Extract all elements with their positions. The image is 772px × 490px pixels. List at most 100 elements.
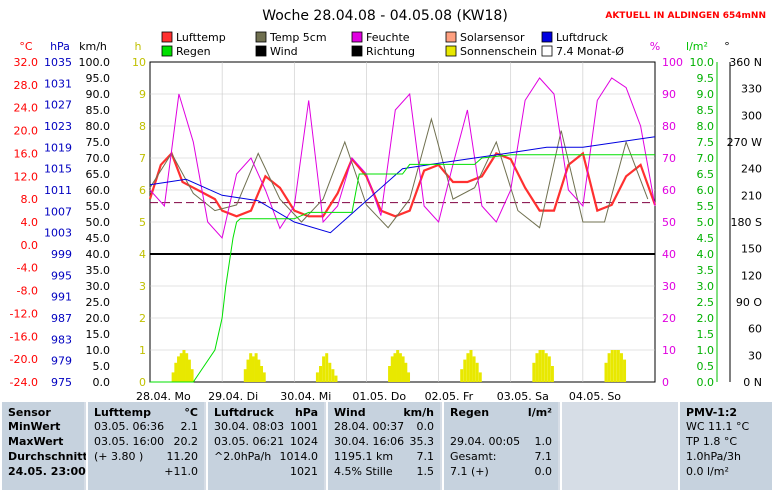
sunshine-bar — [396, 350, 400, 382]
axis-tick-label: 25.0 — [86, 296, 111, 309]
legend-label: Sonnenschein — [460, 45, 537, 58]
axis-tick-label: 5 — [139, 216, 146, 229]
axis-tick-label: -4.0 — [17, 262, 38, 275]
sunshine-bar — [187, 359, 191, 382]
axis-tick-label: 9.0 — [697, 88, 715, 101]
column-header: Sensor — [8, 406, 51, 419]
axis-tick-label: 240 — [741, 163, 762, 176]
sunshine-bar — [547, 356, 551, 382]
row-label: MinWert — [8, 420, 61, 433]
axis-tick-label: 1019 — [44, 141, 72, 154]
axis-tick-label: 24.0 — [14, 102, 39, 115]
axis-tick-label: 3 — [139, 280, 146, 293]
sunshine-bar — [535, 353, 539, 382]
legend-swatch — [255, 45, 267, 57]
axis-tick-label: 1003 — [44, 227, 72, 240]
sunshine-bar — [472, 356, 476, 382]
sunshine-bar — [254, 353, 258, 382]
axis-unit-label: hPa — [50, 40, 70, 53]
legend-label: Temp 5cm — [269, 31, 327, 44]
axis-tick-label: 30 — [662, 280, 676, 293]
axis-tick-label: 120 — [741, 269, 762, 282]
axis-tick-label: 1027 — [44, 99, 72, 112]
axis-tick-label: 975 — [51, 376, 72, 389]
sunshine-bar — [463, 359, 467, 382]
axis-tick-label: 210 — [741, 189, 762, 202]
axis-unit-row: °C hPa km/h h% l/m² ° — [19, 40, 729, 53]
sunshine-bar — [607, 353, 611, 382]
sunshine-bar — [469, 350, 473, 382]
sunshine-bar — [390, 356, 394, 382]
table-row: 03.05. 06:36 2.1 — [94, 420, 198, 433]
sunshine-bar — [322, 356, 326, 382]
axis-tick-label: 10 — [132, 56, 146, 69]
legend-label: Lufttemp — [176, 31, 226, 44]
axis-unit-label: km/h — [79, 40, 107, 53]
sunshine-bar — [613, 350, 617, 382]
sunshine-bar — [404, 362, 408, 382]
axis-tick-label: 4.5 — [697, 232, 715, 245]
x-tick-label: 04.05. So — [569, 390, 621, 402]
sunshine-bar — [541, 350, 545, 382]
table-row — [450, 419, 552, 434]
axis-tick-label: 0 — [662, 376, 669, 389]
series-lines — [148, 77, 657, 383]
axis-tick-label: 999 — [51, 248, 72, 261]
axis-tick-label: 5.0 — [93, 360, 111, 373]
sunshine-bar — [401, 356, 405, 382]
axis-tick-label: 90 — [662, 88, 676, 101]
sunshine-bar — [315, 372, 319, 382]
column-header: Regen l/m² — [450, 406, 552, 419]
location-badge: AKTUELL IN ALDINGEN 654mNN — [605, 11, 766, 21]
sunshine-bar — [619, 353, 623, 382]
sunshine-bar — [246, 359, 250, 382]
sunshine-bar — [460, 369, 464, 382]
series-line — [149, 136, 656, 234]
axis-tick-label: -12.0 — [10, 307, 38, 320]
axis-tick-label: 16.0 — [14, 147, 39, 160]
axis-tick-label: 3.0 — [697, 280, 715, 293]
sunshine-bar — [334, 375, 338, 382]
axis-tick-label: 1015 — [44, 163, 72, 176]
axis-tick-label: 983 — [51, 333, 72, 346]
axis-tick-label: 90.0 — [86, 88, 111, 101]
axis-tick-label: 987 — [51, 312, 72, 325]
axis-tick-label: 1.5 — [697, 328, 715, 341]
x-tick-label: 30.04. Mi — [280, 390, 331, 402]
axis-tick-label: 5.5 — [697, 200, 715, 213]
axis-tick-label: 75.0 — [86, 136, 111, 149]
axis-tick-label: 40 — [662, 248, 676, 261]
pmv-column: PMV-1:2 WC 11.1 °C TP 1.8 °C 1.0hPa/3h 0… — [678, 402, 772, 490]
gap-column — [560, 402, 676, 490]
sunshine-bar — [319, 366, 323, 382]
axis-tick-label: 30.0 — [86, 280, 111, 293]
axis-tick-label: 20 — [662, 312, 676, 325]
weather-chart: Woche 28.04.08 - 04.05.08 (KW18) AKTUELL… — [10, 8, 766, 402]
axis-tick-label: -20.0 — [10, 353, 38, 366]
axis-tick-label: 10.0 — [86, 344, 111, 357]
axis-tick-label: 6.5 — [697, 168, 715, 181]
sunshine-bar — [550, 366, 554, 382]
axis-tick-label: 7 — [139, 152, 146, 165]
legend-label: Solarsensor — [460, 31, 525, 44]
luftdruck-column: Luftdruck hPa 30.04. 08:03 1001 03.05. 06:… — [206, 402, 324, 490]
legend-swatch — [255, 31, 267, 43]
axis-tick-label: 360 N — [729, 56, 762, 69]
table-row: 30.04. 16:06 35.3 — [334, 435, 434, 448]
axis-tick-label: 8.5 — [697, 104, 715, 117]
column-header: Lufttemp °C — [94, 406, 198, 419]
legend-swatch — [161, 31, 173, 43]
sunshine-bar — [538, 350, 542, 382]
axis-tick-label: 100 — [662, 56, 683, 69]
axis-tick-label: 70.0 — [86, 152, 111, 165]
axis-tick-label: 28.0 — [14, 79, 39, 92]
axis-tick-label: 1011 — [44, 184, 72, 197]
axis-tick-label: 80.0 — [86, 120, 111, 133]
sunshine-bar — [243, 369, 247, 382]
axis-tick-label: 100.0 — [79, 56, 111, 69]
axis-tick-label: 3.5 — [697, 264, 715, 277]
axis-tick-label: 995 — [51, 269, 72, 282]
sunshine-bar — [328, 362, 332, 382]
row-label: MaxWert — [8, 435, 64, 448]
sunshine-bar — [623, 359, 627, 382]
